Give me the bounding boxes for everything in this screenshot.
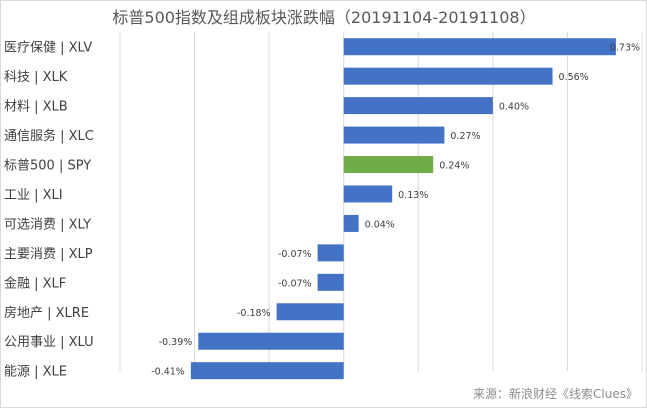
value-label: 0.56% [559,72,589,83]
category-label: 房地产 | XLRE [4,305,89,321]
value-label: -0.39% [159,337,193,348]
value-label: -0.07% [278,278,312,289]
category-label: 工业 | XLI [4,188,63,203]
bar [317,244,344,262]
value-label: 0.27% [450,131,480,142]
bar [198,332,344,350]
category-label: 公用事业 | XLU [4,335,94,350]
category-label: 标普500 | SPY [4,159,91,174]
bar [343,67,553,85]
category-label: 主要消费 | XLP [4,247,93,262]
bar [343,214,359,232]
value-label: 0.04% [365,219,395,230]
bar [317,273,344,291]
bar [276,303,344,321]
category-label: 能源 | XLE [4,365,67,380]
gridlines [119,32,643,371]
bar [343,185,393,203]
category-labels: 医疗保健 | XLV 科技 | XLK 材料 | XLB 通信服务 | XLC 标普50… [4,41,94,380]
category-label: 科技 | XLK [4,70,68,85]
source-note: 来源：新浪财经《线索Clues》 [473,386,638,401]
value-label: 0.73% [610,43,640,54]
bar [343,156,434,174]
value-labels: 0.73% 0.56% 0.40% 0.27% 0.24% 0.13% 0.04% -0.07… [151,43,640,378]
category-label: 材料 | XLB [4,100,68,115]
category-label: 医疗保健 | XLV [4,41,92,56]
bar [190,362,344,380]
value-label: 0.13% [398,190,428,201]
bar [343,97,493,115]
bar [343,38,616,56]
category-label: 通信服务 | XLC [4,128,94,144]
bars [190,38,616,380]
chart-title: 标普500指数及组成板块涨跌幅（20191104-20191108） [112,8,535,27]
value-label: 0.24% [439,161,469,172]
value-label: -0.07% [278,249,312,260]
value-label: -0.41% [151,367,185,378]
bar [343,126,445,144]
value-label: 0.40% [499,102,529,113]
category-label: 金融 | XLF [4,275,66,291]
category-label: 可选消费 | XLY [4,217,91,232]
value-label: -0.18% [237,308,271,319]
